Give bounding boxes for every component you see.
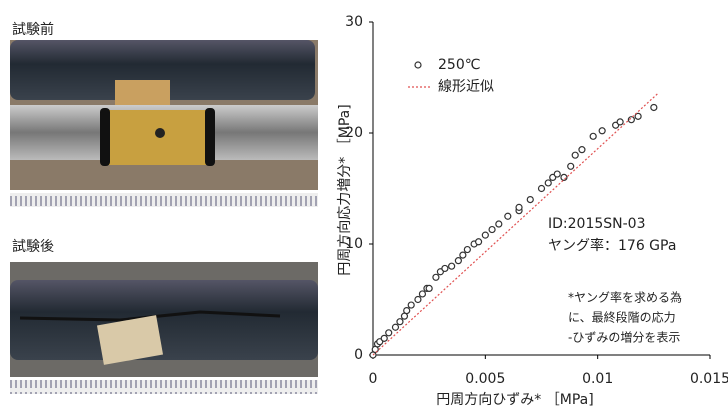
- data-point: [568, 163, 574, 169]
- page: 試験前 試験後 円周方向ひずみ* ［MPa] 円周方向応力増分* ［MPa] I…: [0, 0, 728, 412]
- data-point: [442, 265, 448, 271]
- y-tick-label: 30: [345, 14, 363, 30]
- data-point: [419, 291, 425, 297]
- data-point: [404, 308, 410, 314]
- x-tick-label: 0.015: [690, 371, 728, 387]
- photo-label: 試験後: [12, 239, 54, 255]
- annotation: *ヤング率を求める為: [568, 290, 682, 305]
- annotation: に、最終段階の応力: [568, 310, 676, 325]
- data-point: [590, 133, 596, 139]
- data-point: [505, 213, 511, 219]
- y-tick-label: 0: [354, 347, 363, 363]
- data-point: [433, 274, 439, 280]
- data-point: [449, 263, 455, 269]
- data-point: [617, 119, 623, 125]
- data-point: [539, 186, 545, 192]
- data-point: [554, 171, 560, 177]
- data-point: [545, 180, 551, 186]
- x-tick-label: 0.005: [465, 371, 505, 387]
- x-tick-label: 0.01: [582, 371, 613, 387]
- data-point: [476, 239, 482, 245]
- data-point: [482, 232, 488, 238]
- data-point: [489, 227, 495, 233]
- photo-label: 試験前: [12, 21, 54, 38]
- legend-label: 線形近似: [438, 79, 494, 95]
- data-point: [392, 324, 398, 330]
- annotation: ID:2015SN-03: [548, 216, 645, 232]
- data-point: [426, 285, 432, 291]
- data-point: [415, 297, 421, 303]
- data-point: [397, 319, 403, 325]
- legend-label: 250℃: [438, 57, 480, 73]
- data-point: [561, 174, 567, 180]
- data-point: [572, 152, 578, 158]
- photo-after: [10, 262, 318, 394]
- data-point: [496, 221, 502, 227]
- annotation: ヤング率：176 GPa: [548, 237, 676, 254]
- data-point: [516, 204, 522, 210]
- data-point: [579, 147, 585, 153]
- y-tick-label: 10: [345, 236, 363, 252]
- y-tick-label: 20: [345, 125, 363, 141]
- photo-before: [10, 40, 318, 207]
- annotation: -ひずみの増分を表示: [568, 331, 680, 345]
- x-axis-label: 円周方向ひずみ* ［MPa]: [436, 392, 593, 408]
- data-point: [464, 247, 470, 253]
- data-point: [460, 252, 466, 258]
- data-point: [628, 117, 634, 123]
- data-point: [386, 330, 392, 336]
- data-point: [599, 128, 605, 134]
- data-point: [651, 104, 657, 110]
- data-point: [455, 258, 461, 264]
- data-point: [408, 302, 414, 308]
- data-point: [527, 197, 533, 203]
- legend-marker: [415, 62, 421, 68]
- data-point: [381, 335, 387, 341]
- x-tick-label: 0: [369, 371, 378, 387]
